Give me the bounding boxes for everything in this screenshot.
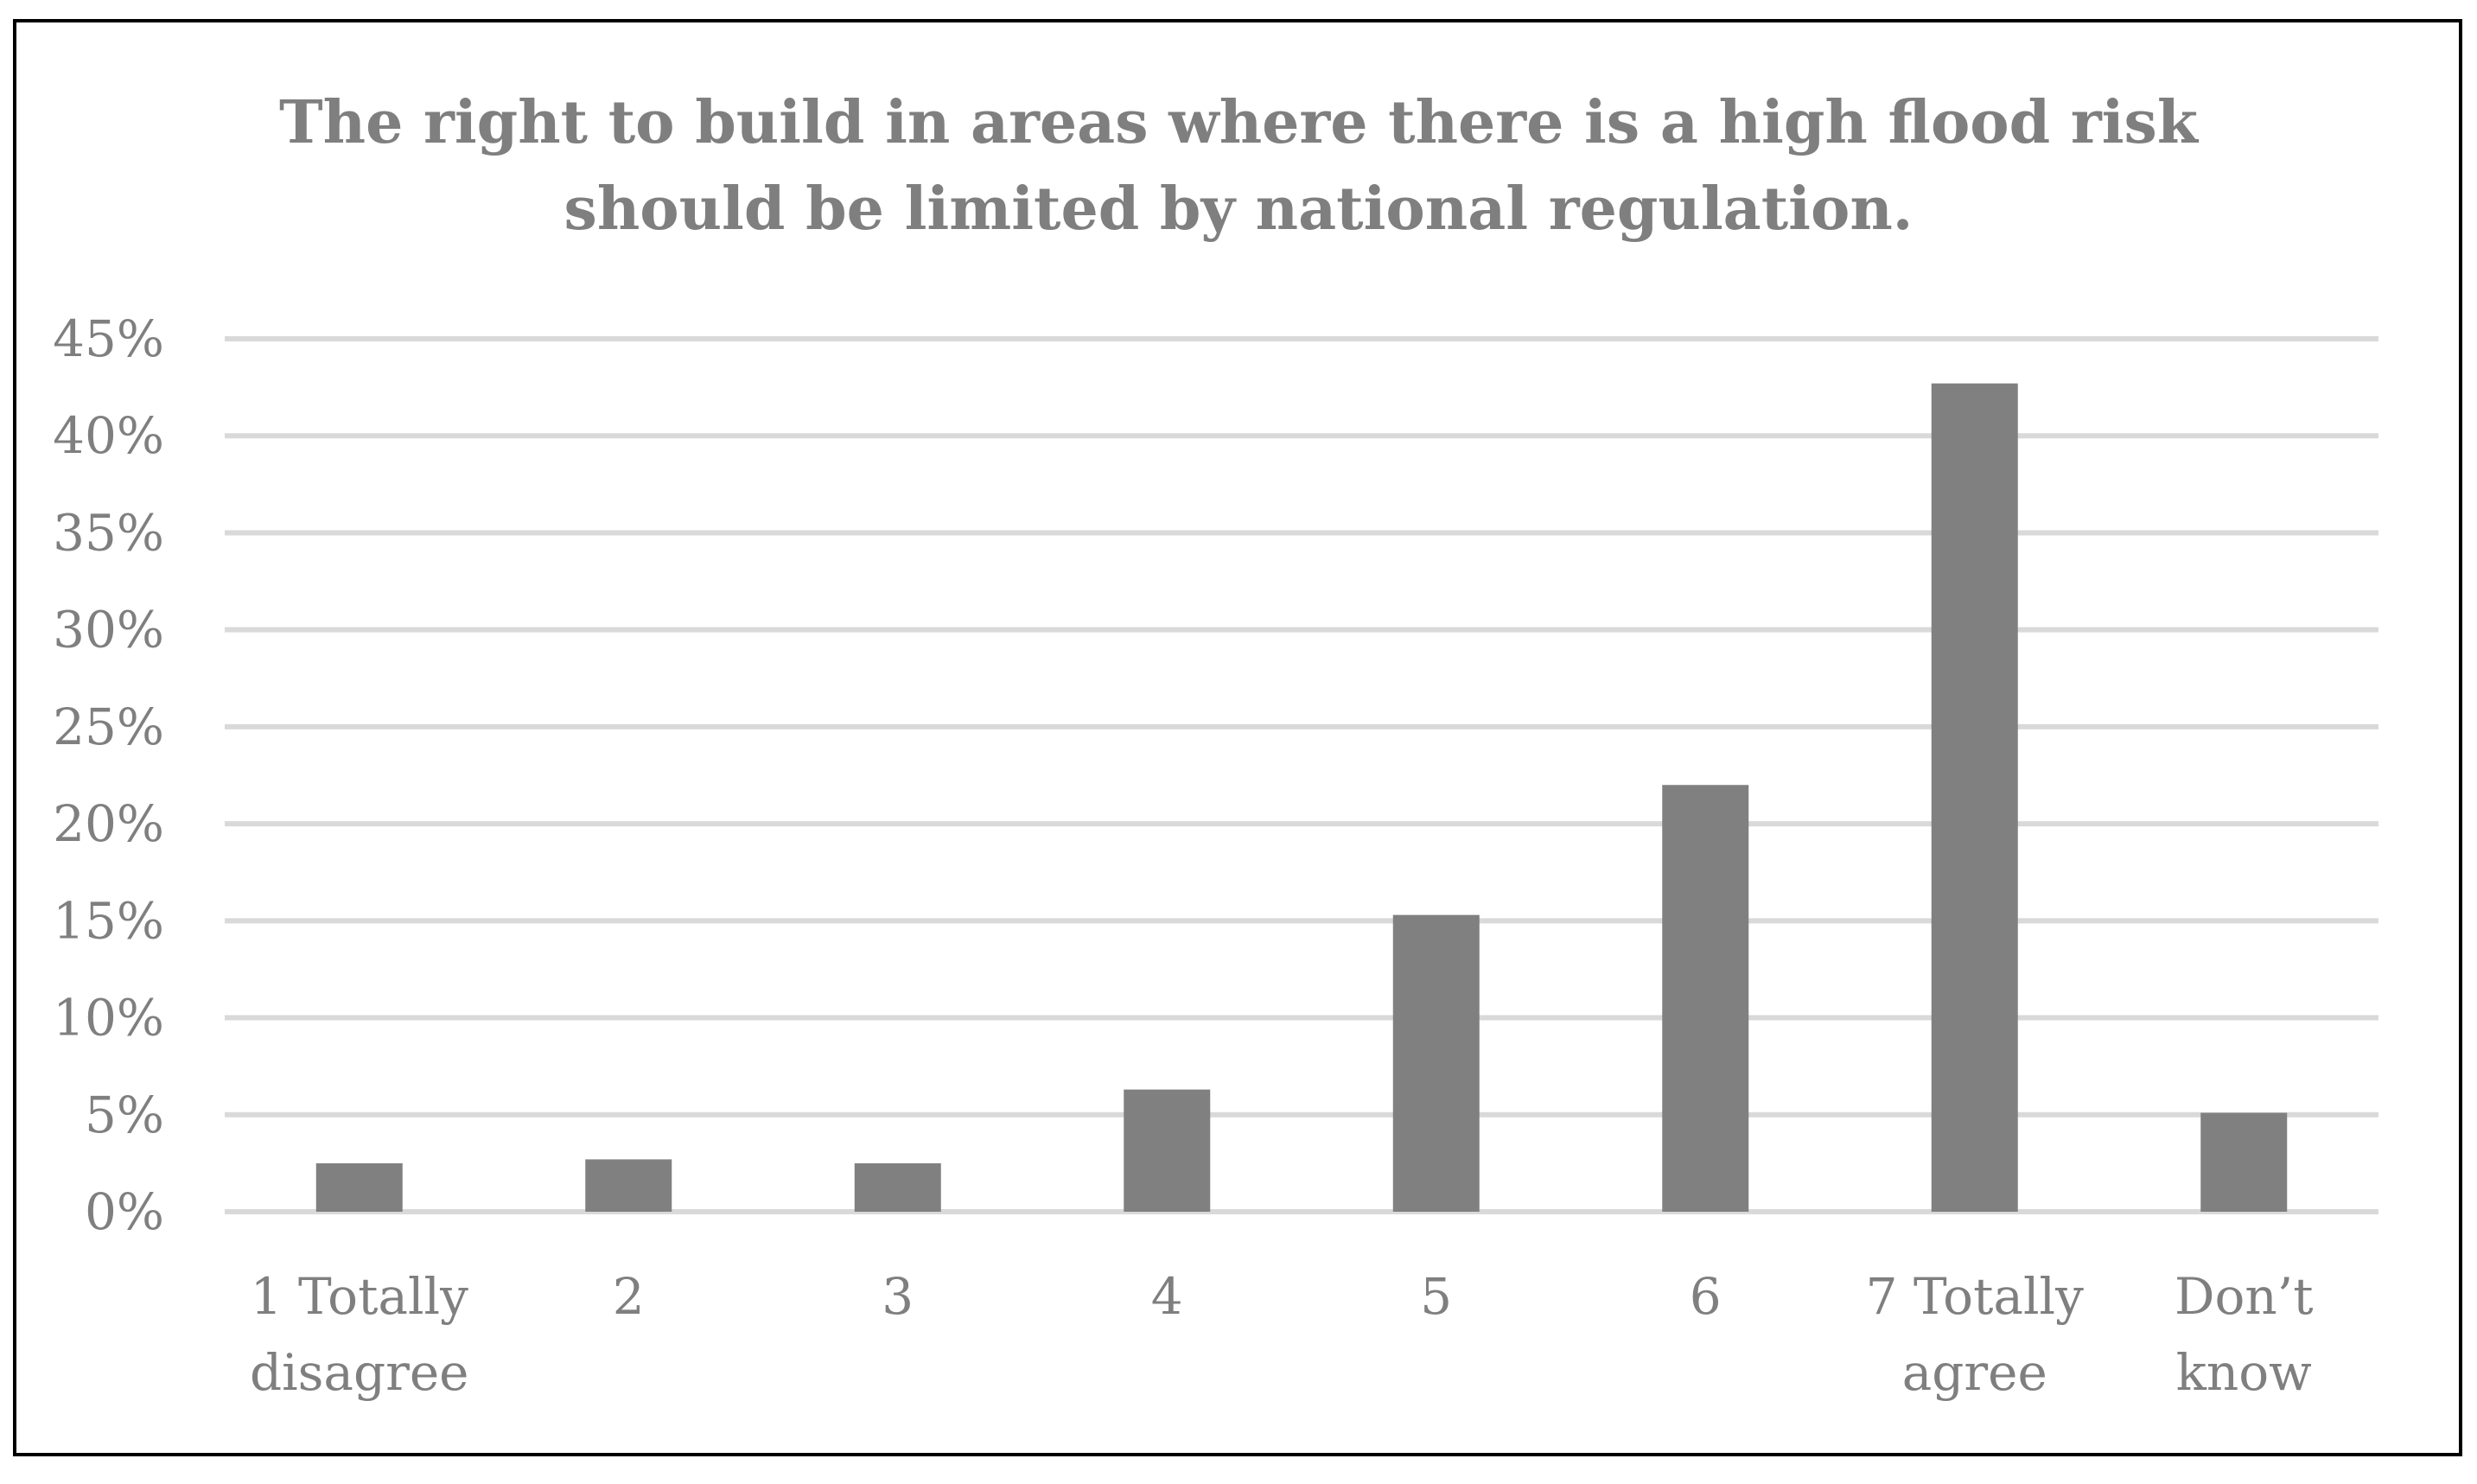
x-tick-label: know: [2176, 1343, 2312, 1402]
y-tick-label: 25%: [53, 697, 164, 756]
y-tick-label: 5%: [85, 1086, 164, 1144]
chart-border: [13, 19, 2462, 1456]
x-tick-label: 7 Totally: [1866, 1267, 2084, 1326]
y-axis-tick-labels: 0% 5% 10% 15% 20% 25% 30% 35% 40% 45%: [53, 309, 164, 1241]
x-tick-label: 4: [1151, 1267, 1183, 1326]
bar-5: [1392, 914, 1480, 1212]
y-tick-label: 45%: [53, 309, 164, 368]
x-tick-label: disagree: [250, 1343, 469, 1402]
y-tick-label: 40%: [53, 406, 164, 465]
gridlines: [225, 336, 2378, 1214]
x-tick-label: 1 Totally: [251, 1267, 468, 1326]
bar-1: [315, 1162, 403, 1212]
bar-8: [2200, 1112, 2288, 1212]
y-tick-label: 20%: [53, 794, 164, 853]
y-tick-label: 10%: [53, 989, 164, 1048]
y-tick-label: 30%: [53, 601, 164, 659]
bars: [315, 383, 2288, 1213]
y-tick-label: 15%: [53, 891, 164, 950]
chart-title-line-1: The right to build in areas where there …: [279, 88, 2200, 157]
bar-7: [1931, 383, 2018, 1213]
x-tick-label: 6: [1690, 1267, 1722, 1326]
bar-3: [854, 1162, 941, 1212]
x-tick-label: agree: [1902, 1343, 2047, 1402]
bar-2: [585, 1159, 672, 1212]
x-axis-category-labels: 1 Totally disagree 2 3 4 5 6 7 Totally agree Don’…: [250, 1267, 2314, 1402]
chart-title-line-2: should be limited by national regulation…: [564, 175, 1913, 244]
x-tick-label: 2: [613, 1267, 645, 1326]
x-tick-label: 5: [1420, 1267, 1452, 1326]
x-tick-label: Don’t: [2175, 1267, 2314, 1326]
bar-4: [1124, 1089, 1211, 1212]
x-tick-label: 3: [882, 1267, 914, 1326]
y-tick-label: 35%: [53, 503, 164, 562]
y-tick-label: 0%: [85, 1182, 164, 1241]
bar-6: [1662, 785, 1749, 1212]
